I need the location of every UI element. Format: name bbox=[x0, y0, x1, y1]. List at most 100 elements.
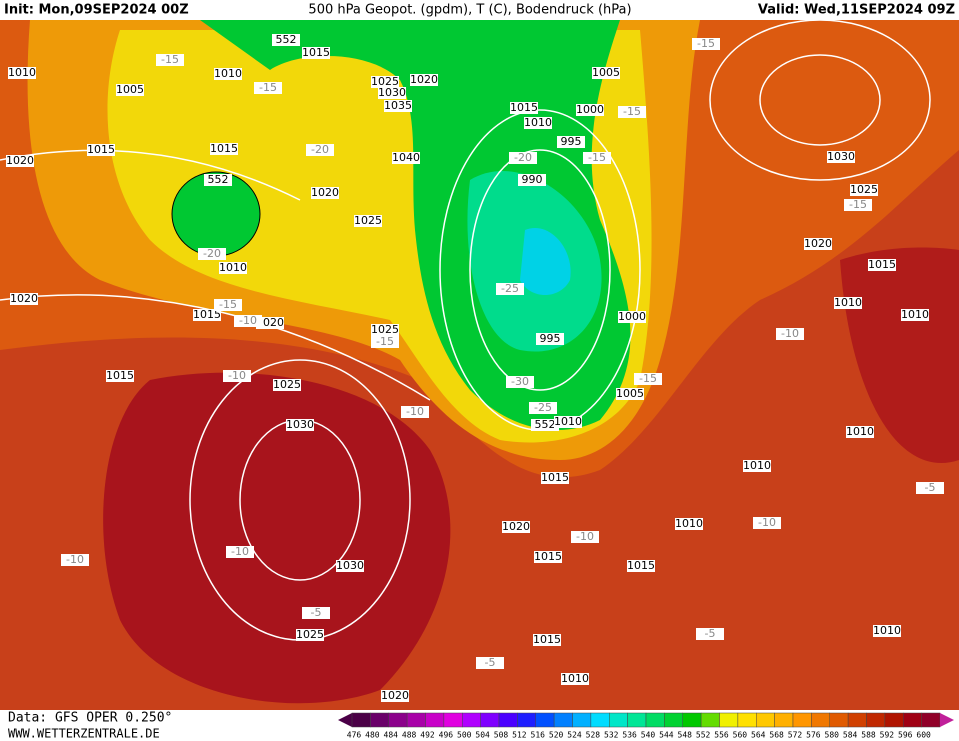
pressure-label: 1015 bbox=[210, 142, 238, 155]
temperature-label: -10 bbox=[406, 405, 424, 418]
pressure-label: 1020 bbox=[256, 316, 284, 329]
scale-label: 544 bbox=[659, 731, 674, 740]
pressure-label: 1025 bbox=[296, 628, 324, 641]
scale-swatch bbox=[774, 712, 794, 728]
scale-label: 516 bbox=[531, 731, 546, 740]
pressure-label: 1030 bbox=[286, 418, 314, 431]
label-box bbox=[226, 546, 254, 558]
pressure-label: 1020 bbox=[502, 520, 530, 533]
scale-label: 548 bbox=[678, 731, 693, 740]
label-box bbox=[392, 152, 420, 164]
scale-swatch bbox=[590, 712, 610, 728]
pressure-label: 1015 bbox=[534, 550, 562, 563]
pressure-label: 1025 bbox=[850, 183, 878, 196]
pressure-label: 552 bbox=[535, 418, 556, 431]
scale-swatch bbox=[370, 712, 389, 728]
pressure-label: 1010 bbox=[8, 66, 36, 79]
temperature-label: -10 bbox=[231, 545, 249, 558]
pressure-label: 1015 bbox=[87, 143, 115, 156]
temperature-label: -15 bbox=[376, 335, 394, 348]
pressure-label: 990 bbox=[522, 173, 543, 186]
label-box bbox=[106, 370, 134, 382]
label-box bbox=[827, 151, 855, 163]
pressure-label: 1030 bbox=[336, 559, 364, 572]
label-box bbox=[371, 336, 399, 348]
label-box bbox=[10, 293, 38, 305]
label-box bbox=[873, 625, 901, 637]
label-box bbox=[502, 521, 530, 533]
label-box bbox=[273, 379, 301, 391]
temperature-label: -10 bbox=[758, 516, 776, 529]
pressure-label: 1020 bbox=[410, 73, 438, 86]
label-box bbox=[6, 155, 34, 167]
scale-label: 584 bbox=[843, 731, 858, 740]
scale-swatch bbox=[351, 712, 371, 728]
label-box bbox=[87, 144, 115, 156]
label-box bbox=[378, 87, 406, 99]
scale-swatch bbox=[903, 712, 922, 728]
scale-label: 568 bbox=[769, 731, 784, 740]
pressure-label: 1010 bbox=[901, 308, 929, 321]
pressure-label: 1020 bbox=[10, 292, 38, 305]
scale-label: 524 bbox=[567, 731, 582, 740]
scale-label: 552 bbox=[696, 731, 711, 740]
scale-swatch bbox=[480, 712, 500, 728]
temperature-label: -20 bbox=[203, 247, 221, 260]
label-box bbox=[534, 551, 562, 563]
label-box bbox=[156, 54, 184, 66]
pressure-label: 1020 bbox=[804, 237, 832, 250]
scale-label: 484 bbox=[384, 731, 399, 740]
scale-swatch bbox=[682, 712, 702, 728]
label-box bbox=[531, 419, 559, 431]
temperature-label: -10 bbox=[66, 553, 84, 566]
scale-label: 488 bbox=[402, 731, 417, 740]
pressure-label: 1015 bbox=[627, 559, 655, 572]
pressure-label: 1025 bbox=[354, 214, 382, 227]
scale-label: 576 bbox=[806, 731, 821, 740]
label-box bbox=[384, 100, 412, 112]
pressure-label: 1030 bbox=[378, 86, 406, 99]
scale-label: 592 bbox=[880, 731, 895, 740]
label-box bbox=[223, 370, 251, 382]
scale-arrow-left bbox=[338, 713, 352, 727]
header-band bbox=[0, 0, 959, 20]
temperature-label: -15 bbox=[639, 372, 657, 385]
pressure-label: 1015 bbox=[302, 46, 330, 59]
scale-label: 528 bbox=[586, 731, 601, 740]
label-box bbox=[634, 373, 662, 385]
label-box bbox=[557, 136, 585, 148]
label-box bbox=[901, 309, 929, 321]
label-box bbox=[210, 143, 238, 155]
label-box bbox=[8, 67, 36, 79]
scale-swatch bbox=[388, 712, 408, 728]
scale-label: 564 bbox=[751, 731, 766, 740]
temperature-label: -20 bbox=[514, 151, 532, 164]
pressure-label: 1015 bbox=[541, 471, 569, 484]
scale-label: 476 bbox=[347, 731, 362, 740]
scale-label: 532 bbox=[604, 731, 619, 740]
scale-label: 600 bbox=[916, 731, 931, 740]
label-box bbox=[506, 376, 534, 388]
label-box bbox=[254, 82, 282, 94]
temperature-label: -10 bbox=[239, 314, 257, 327]
label-box bbox=[286, 419, 314, 431]
low-center bbox=[520, 228, 571, 295]
pressure-label: 1015 bbox=[510, 101, 538, 114]
scale-label: 596 bbox=[898, 731, 913, 740]
label-box bbox=[554, 416, 582, 428]
label-box bbox=[61, 554, 89, 566]
label-box bbox=[272, 34, 300, 46]
pressure-label: 995 bbox=[540, 332, 561, 345]
pressure-label: 1010 bbox=[554, 415, 582, 428]
scale-swatch bbox=[884, 712, 904, 728]
label-box bbox=[583, 152, 611, 164]
temperature-label: -10 bbox=[576, 530, 594, 543]
scale-swatch bbox=[811, 712, 830, 728]
pressure-label: 1010 bbox=[219, 261, 247, 274]
temperature-label: -5 bbox=[705, 627, 716, 640]
label-box bbox=[618, 311, 646, 323]
pressure-label: 1025 bbox=[371, 75, 399, 88]
label-box bbox=[868, 259, 896, 271]
temperature-label: -5 bbox=[311, 606, 322, 619]
